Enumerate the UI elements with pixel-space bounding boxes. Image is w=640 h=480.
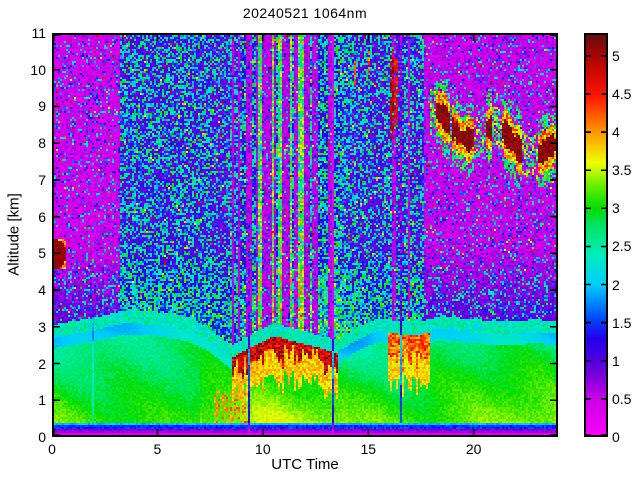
- y-tick-label: 2: [38, 355, 46, 372]
- y-tick-label: 5: [38, 245, 46, 262]
- colorbar-tick-label: 4.5: [612, 85, 632, 102]
- y-tick-label: 8: [38, 135, 46, 152]
- colorbar-tick-label: 0: [612, 429, 620, 445]
- y-tick-label: 4: [38, 282, 46, 299]
- colorbar-tick-label: 1.5: [612, 314, 632, 331]
- y-axis-label: Altitude [km]: [5, 193, 23, 276]
- colorbar-tick-label: 4: [612, 124, 620, 141]
- colorbar-tick-label: 3: [612, 200, 620, 217]
- y-tick-label: 11: [31, 25, 46, 41]
- colorbar-tick-label: 2: [612, 276, 620, 293]
- colorbar-canvas: [584, 33, 608, 437]
- x-tick-label: 10: [255, 441, 271, 457]
- colorbar-tick-label: 3.5: [612, 162, 632, 179]
- x-tick-label: 5: [153, 441, 162, 457]
- y-tick-label: 7: [38, 171, 46, 188]
- x-tick-label: 15: [360, 441, 377, 457]
- heatmap-canvas: [52, 33, 558, 437]
- x-tick-label: 20: [465, 441, 482, 457]
- y-tick-label: 0: [38, 429, 46, 445]
- x-tick-label: 0: [48, 441, 56, 457]
- y-tick-label: 6: [38, 208, 46, 225]
- y-tick-label: 9: [38, 98, 46, 115]
- colorbar-tick-label: 1: [612, 352, 620, 369]
- colorbar-tick-label: 2.5: [612, 238, 632, 255]
- x-axis-label: UTC Time: [271, 456, 339, 473]
- colorbar-tick-label: 5: [612, 47, 620, 64]
- y-tick-label: 10: [30, 61, 46, 78]
- y-tick-label: 1: [38, 392, 46, 409]
- y-tick-label: 3: [38, 318, 46, 335]
- colorbar-tick-label: 0.5: [612, 390, 632, 407]
- chart-title: 20240521 1064nm: [242, 5, 368, 21]
